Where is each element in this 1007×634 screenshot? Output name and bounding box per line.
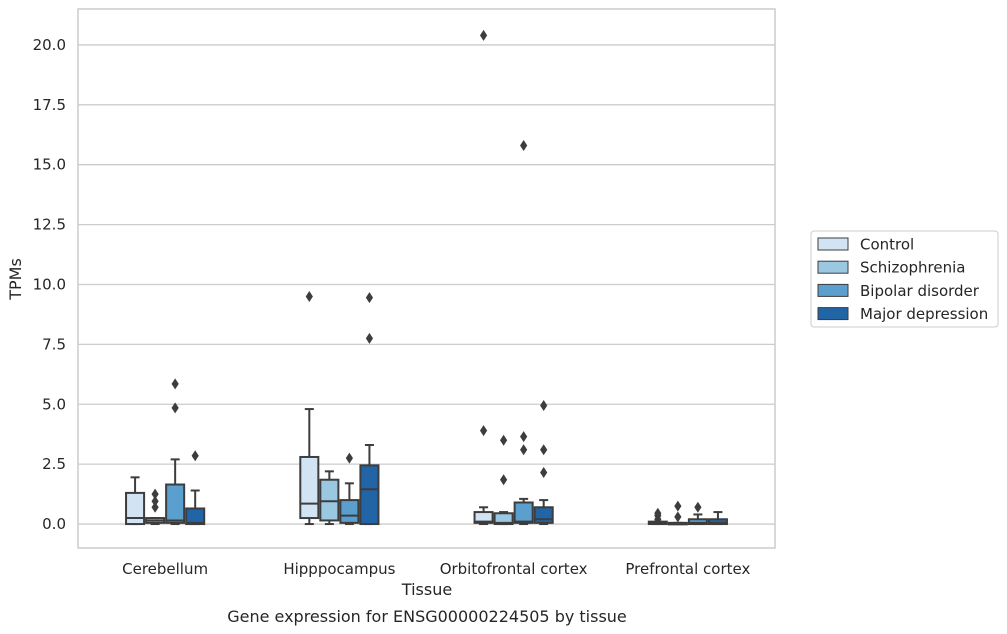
box-0-3 — [185, 450, 206, 526]
outlier-point — [365, 332, 374, 344]
legend-frame — [810, 230, 999, 328]
box-iqr — [165, 483, 186, 524]
outlier-point — [520, 431, 528, 443]
box-1-1 — [319, 470, 340, 526]
outlier-point — [479, 425, 488, 437]
y-tick-label: 20.0 — [33, 36, 66, 54]
box-iqr — [339, 499, 360, 524]
x-axis-ticks: Cerebellum Hipppocampus Orbitofrontal cort… — [122, 560, 750, 578]
box-2-0 — [473, 29, 494, 526]
box-iqr — [473, 511, 494, 524]
box-plot-area — [125, 29, 728, 526]
box-3-2 — [687, 501, 708, 526]
y-axis-title: TPMs — [6, 258, 25, 301]
box-iqr — [687, 518, 708, 526]
outlier-point — [694, 501, 702, 513]
outlier-point — [520, 444, 528, 456]
legend-label: Schizophrenia — [860, 259, 965, 277]
box-iqr — [513, 501, 534, 524]
box-iqr — [319, 478, 340, 522]
chart-caption: Gene expression for ENSG00000224505 by t… — [227, 607, 627, 626]
box-2-1 — [493, 434, 514, 526]
y-tick-label: 10.0 — [33, 275, 66, 293]
box-iqr — [185, 507, 206, 526]
legend-swatch — [817, 237, 849, 251]
outlier-point — [674, 511, 682, 523]
outlier-point — [171, 378, 179, 390]
legend-label: Bipolar disorder — [860, 282, 980, 300]
outlier-point — [520, 140, 528, 152]
x-tick-label: Orbitofrontal cortex — [440, 560, 588, 578]
box-3-3 — [707, 511, 728, 526]
box-iqr — [299, 455, 320, 520]
legend-label: Major depression — [860, 305, 988, 323]
gridlines — [78, 44, 775, 525]
legend: Control Schizophrenia Bipolar disorder Majo… — [810, 230, 999, 328]
outlier-point — [500, 474, 508, 486]
outlier-point — [171, 402, 179, 414]
box-0-1 — [145, 488, 166, 526]
outlier-point — [151, 501, 159, 513]
outlier-point — [540, 444, 548, 456]
box-iqr — [125, 491, 146, 526]
y-tick-label: 15.0 — [33, 156, 66, 174]
legend-swatch — [817, 283, 849, 297]
x-tick-label: Prefrontal cortex — [625, 560, 750, 578]
y-tick-label: 5.0 — [42, 395, 66, 413]
box-iqr — [359, 464, 380, 526]
box-0-0 — [125, 476, 146, 526]
outlier-point — [654, 507, 662, 519]
box-3-1 — [667, 500, 688, 526]
plot-frame — [77, 8, 776, 549]
box-2-3 — [533, 399, 554, 526]
box-0-2 — [165, 378, 186, 526]
legend-swatch — [817, 307, 849, 321]
legend-swatch — [817, 260, 849, 274]
box-iqr — [533, 506, 554, 524]
outlier-point — [500, 434, 508, 446]
outlier-point — [191, 450, 199, 462]
box-1-0 — [299, 290, 320, 526]
box-2-2 — [513, 140, 534, 526]
outlier-point — [151, 495, 159, 507]
outlier-point — [479, 29, 488, 41]
outlier-point — [540, 399, 548, 411]
box-iqr — [707, 518, 728, 526]
outlier-point — [674, 500, 682, 512]
outlier-point — [540, 467, 548, 479]
outlier-point — [305, 290, 313, 302]
y-tick-label: 0.0 — [42, 515, 66, 533]
outlier-point — [151, 488, 159, 500]
box-1-3 — [359, 292, 380, 526]
box-3-0 — [647, 507, 668, 526]
x-axis-title: Tissue — [401, 580, 452, 599]
y-tick-label: 2.5 — [42, 455, 66, 473]
y-tick-label: 7.5 — [42, 335, 66, 353]
y-tick-label: 17.5 — [33, 96, 66, 114]
legend-label: Control — [860, 236, 914, 254]
y-axis-ticks: 0.0 2.5 5.0 7.5 10.0 12.5 15.0 17.5 20.0 — [33, 36, 66, 533]
outlier-point — [345, 452, 353, 464]
box-iqr — [493, 512, 514, 526]
y-tick-label: 12.5 — [33, 216, 66, 234]
box-1-2 — [339, 452, 360, 526]
x-tick-label: Cerebellum — [122, 560, 208, 578]
outlier-point — [365, 292, 374, 304]
x-tick-label: Hipppocampus — [283, 560, 395, 578]
